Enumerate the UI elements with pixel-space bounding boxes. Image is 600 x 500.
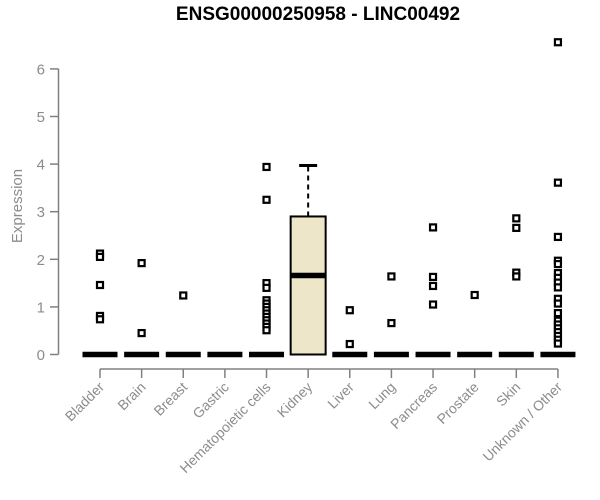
box-kidney (289, 164, 327, 356)
x-tick-label: Lung (365, 379, 398, 412)
outlier-point (553, 283, 563, 292)
median-bar (124, 351, 160, 358)
y-tick-label: 3 (37, 204, 45, 221)
y-tick-label: 0 (37, 347, 45, 364)
outlier-point (345, 306, 354, 315)
outlier-point (95, 252, 105, 262)
x-tick-label: Skin (493, 379, 524, 410)
y-tick-label: 6 (37, 61, 45, 78)
box-skin (498, 214, 534, 358)
median-bar (249, 351, 285, 358)
median-bar (82, 351, 118, 358)
outlier-point (553, 232, 563, 242)
y-tick-label: 5 (37, 109, 45, 126)
outlier-point (179, 291, 188, 300)
box-pancreas (415, 223, 451, 358)
x-tick-label: Bladder (62, 379, 108, 425)
outlier-point (262, 195, 271, 204)
box-unknown-other (540, 38, 576, 358)
box-hematopoietic-cells (249, 162, 285, 358)
box-lung (373, 272, 409, 358)
outlier-point (428, 272, 438, 282)
x-tick-label: Liver (324, 379, 357, 412)
outlier-point (553, 259, 563, 269)
y-tick-label: 2 (37, 252, 45, 269)
outlier-point (262, 283, 271, 292)
y-tick-label: 4 (37, 157, 45, 174)
median-bar (457, 351, 493, 358)
outlier-point (512, 272, 521, 281)
outlier-point (512, 214, 521, 223)
median-bar (165, 351, 201, 358)
box-bladder (82, 249, 118, 358)
outlier-point (428, 223, 438, 232)
median-bar (498, 351, 534, 358)
outlier-point (553, 299, 563, 308)
y-tick-label: 1 (37, 299, 45, 316)
outlier-point (262, 326, 271, 335)
x-tick-label: Prostate (434, 379, 482, 427)
outlier-point (95, 280, 105, 290)
outlier-point (470, 290, 479, 300)
x-tick-label: Brain (114, 379, 148, 413)
box-liver (332, 306, 368, 358)
x-tick-label: Breast (150, 379, 190, 419)
box-gastric (207, 351, 243, 358)
chart-title: ENSG00000250958 - LINC00492 (175, 4, 461, 25)
outlier-point (387, 318, 396, 328)
box-breast (165, 291, 201, 358)
box-brain (124, 259, 160, 358)
outlier-point (512, 223, 521, 232)
outlier-point (428, 281, 438, 291)
median-bar (415, 351, 451, 358)
outlier-point (137, 259, 146, 268)
outlier-point (137, 328, 146, 338)
median-bar (207, 351, 243, 358)
outlier-point (553, 38, 563, 47)
outlier-point (553, 308, 563, 318)
median-bar (290, 272, 326, 279)
outlier-point (387, 272, 396, 281)
outlier-point (262, 162, 271, 172)
outlier-point (345, 339, 354, 349)
outlier-point (553, 339, 563, 348)
median-bar (540, 351, 576, 358)
outlier-point (95, 315, 105, 324)
outlier-point (428, 300, 438, 309)
x-tick-label: Kidney (274, 379, 316, 421)
median-bar (373, 351, 409, 358)
median-bar (332, 351, 368, 358)
outlier-point (553, 178, 563, 187)
x-tick-label: Unknown / Other (479, 379, 565, 465)
box-prostate (457, 290, 493, 358)
box-rect (289, 215, 327, 356)
